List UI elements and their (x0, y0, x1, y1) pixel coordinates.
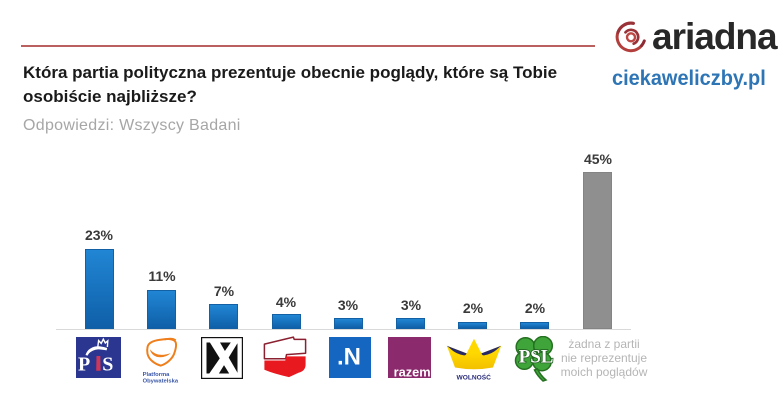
svg-text:S: S (102, 354, 113, 376)
svg-text:PSL: PSL (519, 347, 554, 368)
svg-text:Platforma: Platforma (143, 372, 171, 378)
svg-text:.N: .N (337, 344, 361, 371)
svg-text:P: P (78, 354, 90, 376)
svg-text:WOLNOŚĆ: WOLNOŚĆ (457, 373, 492, 382)
svg-text:Obywatelska: Obywatelska (143, 379, 179, 385)
svg-text:razem: razem (394, 365, 431, 378)
